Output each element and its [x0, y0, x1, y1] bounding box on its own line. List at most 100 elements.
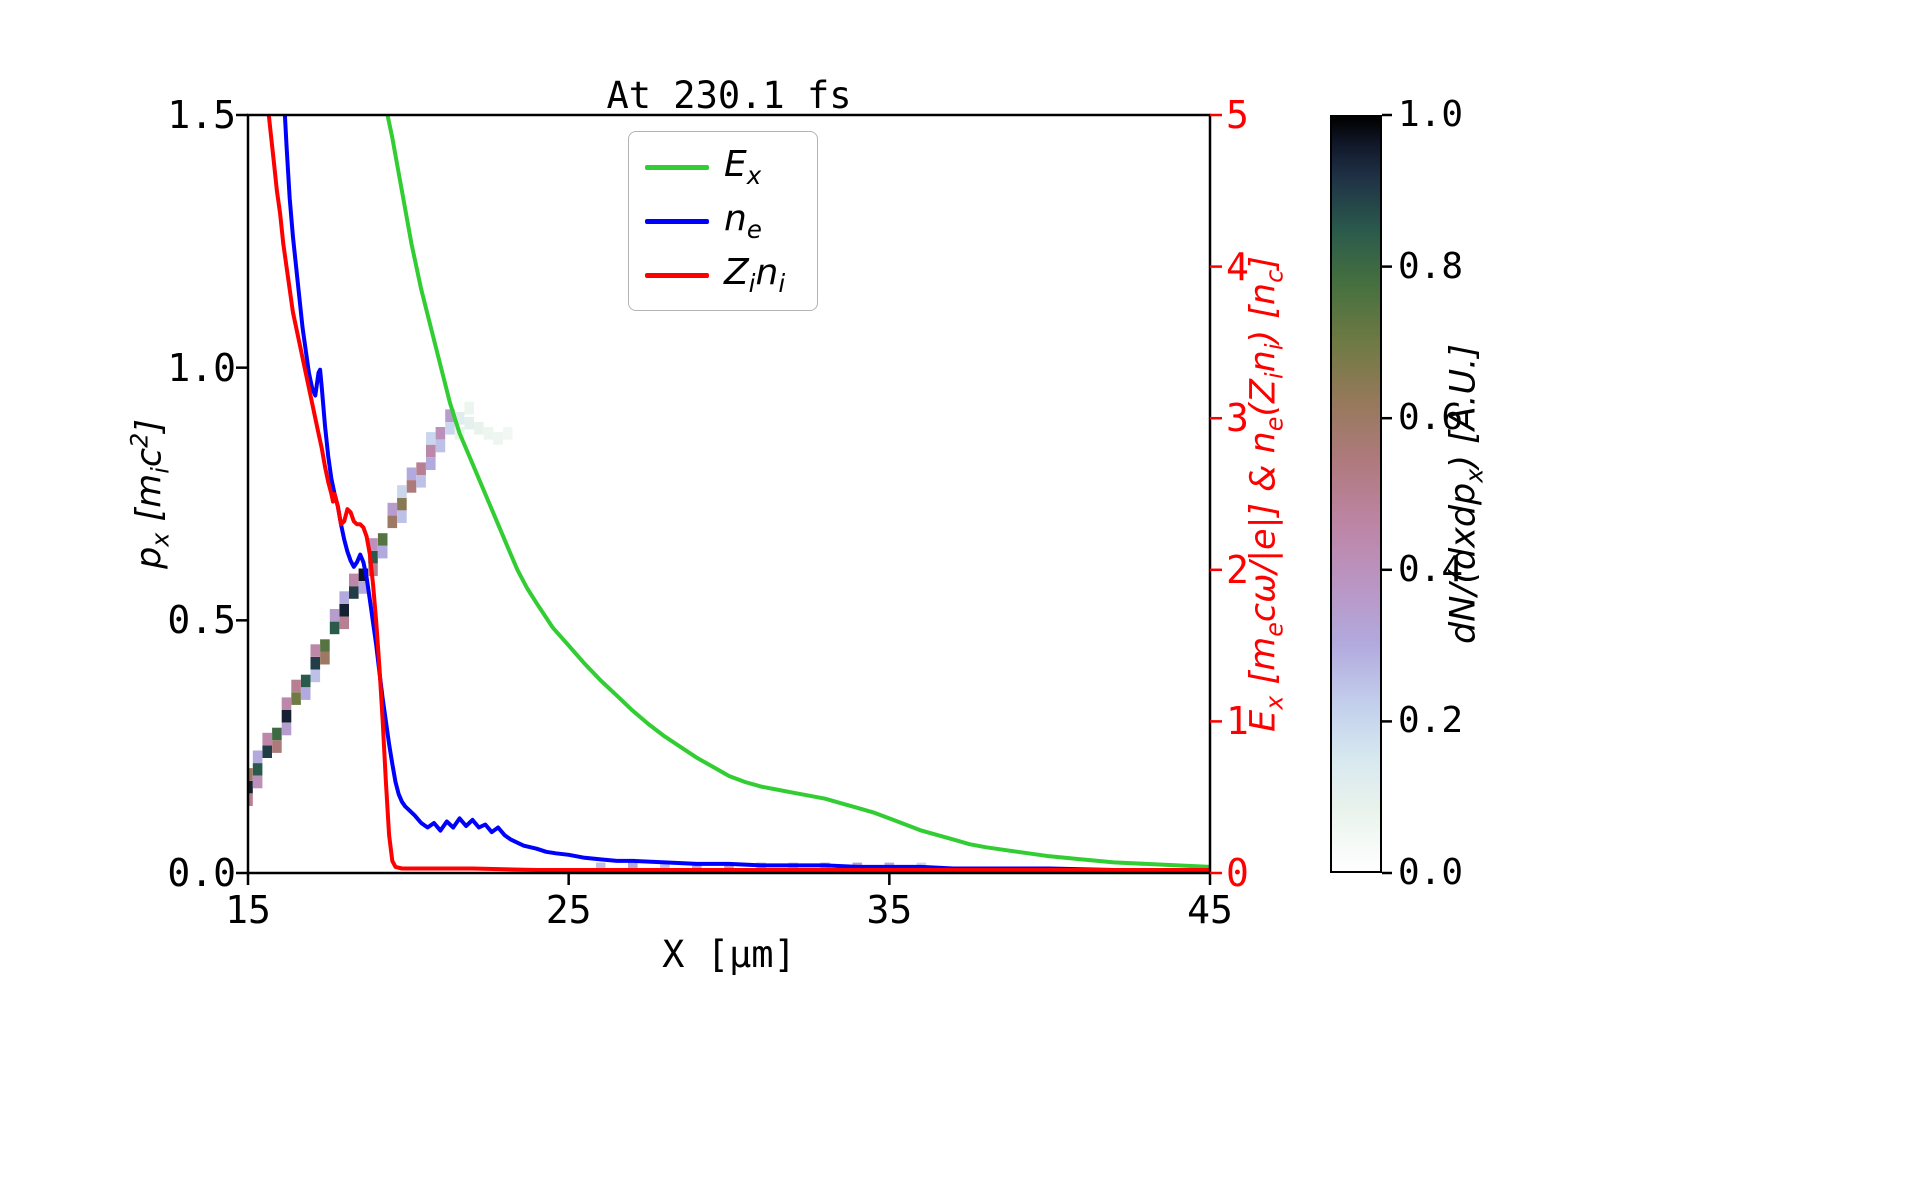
heatmap-cell	[310, 644, 321, 657]
heatmap-cell	[339, 591, 349, 604]
x-tick-label: 35	[866, 888, 913, 932]
series-line-ne	[282, 115, 1210, 872]
heatmap-cell	[493, 432, 503, 445]
heatmap-cell	[435, 439, 446, 453]
heatmap-cell	[272, 727, 282, 741]
legend-item: ne	[645, 198, 809, 244]
heatmap-cell	[262, 745, 272, 758]
y-right-tick-label: 0	[1226, 851, 1249, 895]
y-right-tick-label: 4	[1226, 244, 1249, 289]
heatmap-cell	[692, 862, 702, 873]
y-right-tick-label: 3	[1226, 396, 1249, 441]
heatmap-cell	[445, 422, 455, 435]
legend-label: ne	[724, 197, 762, 245]
heatmap-cell	[595, 862, 606, 873]
y-right-tick-label: 5	[1226, 93, 1249, 137]
heatmap-cell	[320, 651, 330, 665]
heatmap-cell	[474, 422, 484, 435]
colorbar-tick-label: 0.0	[1398, 852, 1464, 893]
heatmap-cell	[724, 862, 734, 873]
chart-title: At 230.1 fs	[606, 74, 852, 117]
legend-line-swatch	[645, 272, 709, 278]
heatmap-cell	[329, 609, 340, 622]
heatmap-cell	[248, 768, 253, 781]
heatmap-cell	[358, 581, 369, 594]
y-axis-label-left: px [mic2]	[125, 419, 175, 569]
y-left-tick-label: 1.0	[167, 345, 236, 390]
heatmap-cell	[300, 687, 311, 700]
heatmap-cell	[291, 692, 301, 705]
heatmap-cell	[483, 427, 494, 440]
heatmap-cell	[628, 862, 638, 873]
heatmap-cell	[464, 416, 474, 430]
heatmap-cell	[339, 603, 349, 617]
legend-item: Zini	[645, 252, 809, 298]
legend-label: Ex	[724, 143, 762, 191]
x-tick-label: 45	[1187, 888, 1233, 932]
legend-box: Ex ne Zini	[628, 131, 818, 311]
heatmap-cell	[349, 573, 359, 587]
heatmap-cell	[435, 427, 446, 440]
colorbar-tick-label: 1.0	[1398, 94, 1464, 135]
heatmap-cell	[339, 616, 349, 630]
heatmap-cell	[406, 467, 417, 481]
heatmap-cell	[788, 862, 798, 873]
heatmap-cell	[300, 674, 311, 688]
heatmap-cell	[454, 411, 465, 425]
heatmap-cell	[358, 568, 369, 582]
heatmap-layer	[248, 401, 927, 873]
heatmap-cell	[756, 862, 766, 873]
heatmap-cell	[397, 497, 407, 511]
x-tick-label: 15	[225, 888, 271, 932]
heatmap-cell	[310, 669, 321, 683]
legend-line-swatch	[645, 218, 709, 224]
y-axis-label-right: Ex [mecω/|e|] & ne(Zini) [nc]	[1243, 256, 1289, 732]
heatmap-cell	[377, 545, 388, 559]
heatmap-cell	[272, 740, 282, 753]
x-axis-label: X [μm]	[662, 933, 796, 976]
heatmap-cell	[252, 750, 263, 764]
colorbar-tick-label: 0.8	[1398, 245, 1464, 287]
y-left-tick-label: 0.5	[167, 598, 236, 643]
heatmap-cell	[416, 462, 426, 475]
legend-label: Zini	[724, 251, 786, 299]
heatmap-cell	[368, 550, 378, 564]
y-right-tick-label: 2	[1226, 547, 1249, 592]
heatmap-cell	[252, 763, 263, 776]
heatmap-cell	[281, 710, 292, 723]
heatmap-cell	[248, 793, 253, 806]
heatmap-cell	[426, 444, 436, 458]
heatmap-cell	[291, 679, 301, 693]
y-left-tick-label: 1.5	[167, 93, 236, 137]
heatmap-cell	[464, 401, 474, 415]
y-right-tick-label: 1	[1226, 699, 1249, 744]
heatmap-cell	[416, 475, 426, 488]
heatmap-cell	[820, 862, 830, 873]
heatmap-cell	[502, 427, 513, 440]
heatmap-cell	[281, 697, 292, 710]
heatmap-cell	[377, 533, 388, 546]
heatmap-cell	[406, 480, 417, 493]
legend-item: Ex	[645, 144, 809, 190]
heatmap-cell	[252, 775, 263, 789]
heatmap-cell	[248, 780, 253, 794]
heatmap-cell	[426, 457, 436, 470]
heatmap-cell	[387, 502, 398, 516]
heatmap-cell	[426, 432, 436, 445]
colorbar-tick-label: 0.2	[1398, 700, 1464, 742]
colorbar-gradient	[1330, 115, 1382, 873]
heatmap-cell	[320, 639, 330, 652]
heatmap-cell	[281, 722, 292, 736]
heatmap-cell	[387, 515, 398, 529]
series-line-Ex	[385, 115, 1210, 869]
colorbar-label: dN/(dxdpx) [A.U.]	[1443, 344, 1489, 644]
heatmap-cell	[368, 538, 378, 551]
heatmap-cell	[329, 621, 340, 635]
x-tick-label: 25	[545, 888, 592, 932]
heatmap-cell	[310, 657, 321, 670]
y-left-tick-label: 0.0	[167, 851, 236, 895]
heatmap-cell	[262, 732, 272, 746]
axes-frame	[246, 113, 1212, 875]
